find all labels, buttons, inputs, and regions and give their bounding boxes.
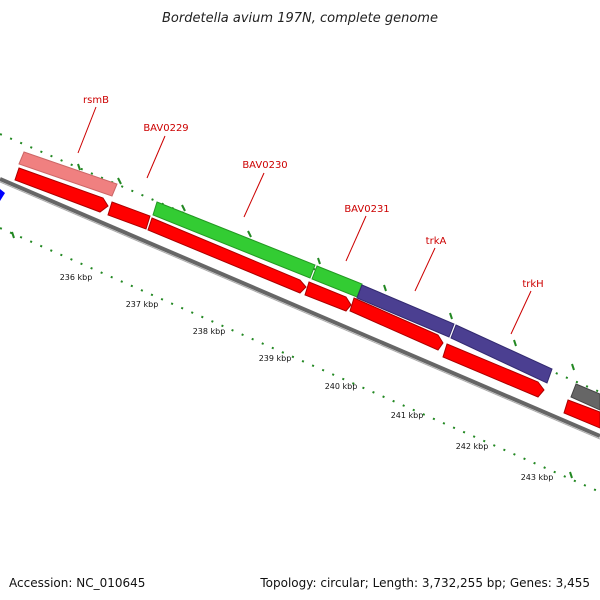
outer-tick-ring (0, 133, 600, 393)
trkA-feature[interactable] (356, 284, 455, 338)
cds-track (14, 167, 600, 429)
outer-major-tick (383, 284, 387, 292)
outer-major-tick (77, 163, 81, 171)
gene-label-trkA: trkA (426, 236, 447, 247)
label-leaders (77, 106, 532, 335)
tick-label-243: 243 kbp (521, 473, 554, 482)
BAV0230-feature[interactable] (152, 201, 316, 279)
topology-text: Topology: circular; Length: 3,732,255 bp… (260, 576, 590, 590)
gene-label-BAV0230: BAV0230 (242, 160, 287, 171)
cds-arrow[interactable] (304, 281, 352, 312)
tick-label-236: 236 kbp (60, 273, 93, 282)
tick-label-238: 238 kbp (193, 327, 226, 336)
accession-text: Accession: NC_010645 (9, 576, 146, 590)
blue-feature[interactable] (0, 189, 5, 201)
rsmB-leader (77, 106, 97, 154)
outer-major-tick (571, 363, 575, 371)
genome-backbone (0, 177, 600, 438)
inner-major-tick (11, 231, 15, 239)
rsmB-feature[interactable] (18, 151, 118, 197)
trkH-feature[interactable] (450, 324, 553, 384)
tick-label-240: 240 kbp (325, 382, 358, 391)
outer-major-tick (317, 257, 321, 265)
gene-label-rsmB: rsmB (83, 95, 109, 106)
cds-arrow[interactable] (147, 217, 307, 294)
cds-arrow[interactable] (442, 343, 545, 398)
BAV0231-leader (345, 215, 367, 262)
trkA-leader (414, 247, 436, 292)
cds-arrow[interactable] (563, 399, 600, 429)
tick-label-237: 237 kbp (126, 300, 159, 309)
tick-label-242: 242 kbp (456, 442, 489, 451)
cds-arrow[interactable] (14, 167, 109, 213)
genome-backbone-shadow (0, 181, 600, 440)
outer-major-tick (117, 177, 122, 185)
outer-major-tick (181, 204, 186, 212)
cds-arrow[interactable] (107, 201, 151, 230)
gene-label-trkH: trkH (522, 279, 543, 290)
inner-tick-ring (0, 227, 600, 493)
BAV0230-leader (243, 172, 265, 218)
trkH-leader (510, 290, 532, 335)
tick-label-241: 241 kbp (391, 411, 424, 420)
outer-major-tick (513, 339, 517, 347)
tick-label-239: 239 kbp (259, 354, 292, 363)
BAV0229-leader (146, 135, 166, 179)
outer-major-tick (247, 230, 252, 238)
cds-arrow[interactable] (349, 297, 444, 351)
outer-major-tick (449, 312, 453, 320)
map-title: Bordetella avium 197N, complete genome (162, 11, 438, 26)
gray-feature[interactable] (570, 383, 600, 411)
gene-label-BAV0229: BAV0229 (143, 123, 188, 134)
gene-label-BAV0231: BAV0231 (344, 204, 389, 215)
inner-major-tick (569, 471, 573, 479)
